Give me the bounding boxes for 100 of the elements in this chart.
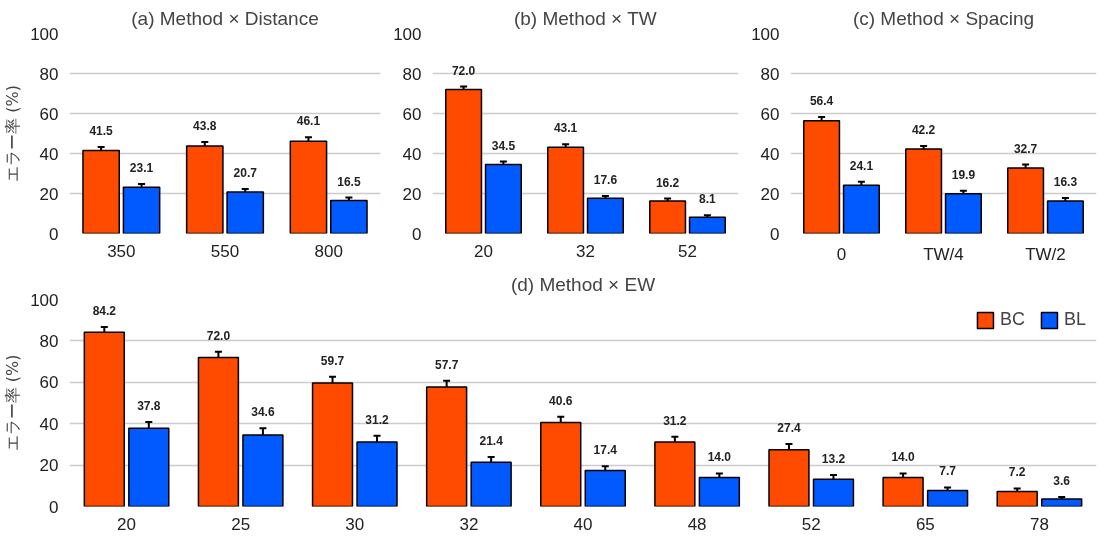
bar: [768, 449, 810, 507]
data-label: 34.6: [251, 405, 275, 420]
y-tick-label: 0: [412, 224, 422, 244]
y-tick-label: 20: [760, 184, 780, 204]
bar: [311, 382, 354, 507]
chart-title: (b) Method × TW: [513, 7, 657, 29]
data-label: 21.4: [479, 434, 504, 449]
data-label: 16.3: [1053, 174, 1078, 189]
bar: [356, 441, 398, 507]
data-label: 17.6: [593, 172, 618, 187]
x-tick-label: 550: [210, 241, 240, 261]
data-label: 40.6: [549, 393, 573, 408]
bar: [547, 146, 585, 234]
bar: [842, 184, 880, 234]
bar: [329, 199, 368, 234]
data-label: 14.0: [707, 450, 732, 465]
data-label: 84.2: [92, 304, 117, 319]
x-tick-label: 32: [459, 514, 479, 534]
y-tick-label: 100: [30, 24, 59, 44]
bar: [289, 140, 328, 234]
data-label: 3.6: [1053, 473, 1071, 488]
y-axis-title: エラー率 (%): [3, 85, 23, 182]
bar: [83, 331, 126, 507]
y-tick-label: 80: [39, 331, 59, 351]
y-tick-label: 60: [39, 373, 59, 393]
data-label: 13.2: [821, 452, 846, 467]
data-label: 16.5: [337, 174, 361, 189]
chart-title: (c) Method × Spacing: [852, 7, 1035, 29]
y-tick-label: 0: [770, 224, 780, 244]
x-tick-label: 25: [231, 514, 251, 534]
bar: [82, 149, 121, 234]
y-tick-label: 60: [402, 104, 422, 124]
data-label: 72.0: [451, 63, 476, 78]
data-label: 57.7: [434, 357, 459, 372]
data-label: 17.4: [593, 443, 618, 458]
data-label: 19.9: [951, 167, 976, 182]
y-tick-label: 20: [39, 456, 59, 476]
data-label: 59.7: [320, 353, 345, 368]
y-tick-label: 40: [39, 144, 59, 164]
bar: [944, 192, 982, 234]
data-label: 43.8: [193, 118, 217, 133]
bar: [654, 441, 696, 507]
x-tick-label: 52: [801, 514, 821, 534]
data-label: 72.0: [206, 328, 231, 343]
bar: [185, 145, 224, 234]
y-axis-title: エラー率 (%): [3, 354, 23, 452]
x-tick-label: 65: [915, 514, 935, 534]
bar: [226, 191, 265, 234]
x-tick-label: 20: [474, 241, 493, 261]
data-label: 14.0: [891, 450, 916, 465]
data-label: 56.4: [809, 94, 834, 109]
data-label: 24.1: [849, 158, 874, 173]
y-tick-label: 80: [760, 64, 780, 84]
data-label: 34.5: [491, 138, 516, 153]
data-label: 42.2: [911, 123, 936, 138]
x-tick-label: 78: [1029, 514, 1049, 534]
x-tick-label: 350: [107, 241, 136, 261]
x-tick-label: 32: [576, 241, 595, 261]
x-tick-label: 40: [573, 514, 593, 534]
bar: [1040, 498, 1083, 507]
data-label: 31.2: [663, 413, 687, 428]
data-label: 23.1: [129, 161, 154, 176]
bar: [882, 476, 924, 507]
bar: [803, 119, 841, 234]
x-tick-label: TW/4: [923, 244, 964, 264]
chart-title: (d) Method × EW: [510, 273, 656, 295]
bar: [197, 356, 240, 507]
y-tick-label: 60: [39, 104, 59, 124]
y-tick-label: 80: [39, 64, 59, 84]
chart-title: (a) Method × Distance: [131, 7, 319, 29]
bar: [584, 469, 626, 507]
y-tick-label: 80: [402, 64, 422, 84]
bar: [445, 88, 483, 234]
data-label: 46.1: [296, 114, 321, 129]
bar: [688, 216, 726, 234]
bar: [470, 461, 512, 507]
bar: [128, 427, 170, 507]
bar: [996, 490, 1038, 507]
data-label: 8.1: [699, 192, 717, 207]
bar: [540, 421, 582, 507]
bar: [926, 489, 969, 507]
bar: [649, 200, 687, 234]
bar: [1007, 167, 1045, 234]
x-tick-label: 0: [836, 244, 847, 264]
x-tick-label: 52: [678, 241, 697, 261]
y-tick-label: 100: [751, 24, 780, 44]
bar: [905, 148, 943, 234]
bar: [484, 163, 522, 234]
y-tick-label: 0: [49, 497, 59, 517]
x-tick-label: TW/2: [1025, 244, 1066, 264]
y-tick-label: 40: [39, 414, 59, 434]
y-tick-label: 40: [402, 144, 422, 164]
bar: [122, 186, 161, 234]
x-tick-label: 48: [687, 514, 707, 534]
data-label: 20.7: [233, 166, 258, 181]
x-tick-label: 20: [117, 514, 137, 534]
bar: [425, 386, 468, 507]
y-tick-label: 40: [760, 144, 780, 164]
data-label: 7.7: [939, 464, 957, 479]
data-label: 37.8: [137, 399, 161, 414]
